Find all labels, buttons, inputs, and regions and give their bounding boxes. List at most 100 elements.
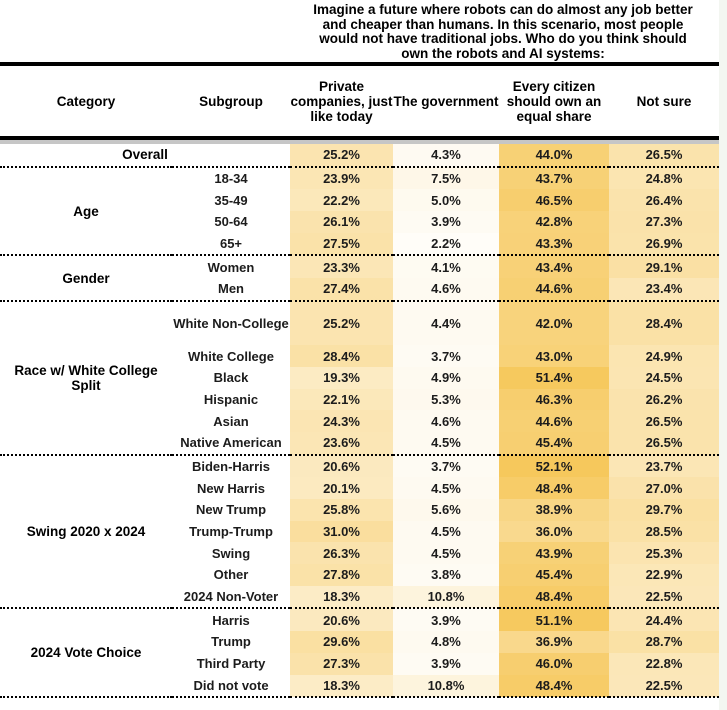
table-row: 2024 Non-Voter 18.3% 10.8% 48.4% 22.5% xyxy=(0,585,719,610)
value-cell: 26.4% xyxy=(609,189,719,212)
value-cell: 26.1% xyxy=(290,211,393,233)
table-row: Race w/ White College Split White Non-Col… xyxy=(0,300,719,456)
value-cell: 51.4% xyxy=(499,366,609,389)
value-cell: 3.9% xyxy=(393,652,499,675)
value-cell: 27.3% xyxy=(290,652,393,675)
value-cell: 19.3% xyxy=(290,366,393,389)
value-cell: 23.9% xyxy=(290,166,393,190)
value-cell: 22.9% xyxy=(609,564,719,586)
value-cell: 28.5% xyxy=(609,520,719,543)
subgroup-cell: Swing xyxy=(211,545,251,561)
value-cell: 26.5% xyxy=(609,431,719,456)
subgroup-cell: 18-34 xyxy=(214,171,248,187)
subgroup-cell: Third Party xyxy=(196,656,266,672)
table-row: Men 27.4% 4.6% 44.6% 23.4% xyxy=(0,278,719,302)
value-cell: 23.7% xyxy=(609,454,719,478)
value-cell: 22.1% xyxy=(290,388,393,411)
value-cell: 45.4% xyxy=(499,564,609,586)
subgroup-cell: Trump xyxy=(211,634,251,650)
value-cell: 22.2% xyxy=(290,189,393,212)
column-header-category: Category xyxy=(0,66,172,140)
value-cell: 4.6% xyxy=(393,278,499,302)
value-cell: 22.5% xyxy=(609,585,719,610)
value-cell: 51.1% xyxy=(499,608,609,632)
value-cell: 43.3% xyxy=(499,232,609,257)
value-cell: 5.3% xyxy=(393,388,499,411)
value-cell: 36.0% xyxy=(499,520,609,543)
value-cell: 23.4% xyxy=(609,278,719,302)
value-cell: 52.1% xyxy=(499,454,609,478)
value-cell: 25.2% xyxy=(290,300,393,346)
value-cell: 3.7% xyxy=(393,454,499,478)
category-cell: Race w/ White College Split xyxy=(0,300,172,456)
subgroup-cell: 2024 Non-Voter xyxy=(172,585,290,610)
column-header-every-citizen: Every citizen should own an equal share xyxy=(499,66,609,140)
value-cell: 42.0% xyxy=(499,300,609,346)
table-row: Hispanic 22.1% 5.3% 46.3% 26.2% xyxy=(0,388,719,411)
value-cell: 44.6% xyxy=(499,278,609,302)
table-row: Native American 23.6% 4.5% 45.4% 26.5% xyxy=(0,431,719,456)
subgroup-cell: Men xyxy=(172,278,290,302)
value-cell: 4.5% xyxy=(393,520,499,543)
table-row: White College 28.4% 3.7% 43.0% 24.9% xyxy=(0,345,719,367)
value-cell: 46.3% xyxy=(499,388,609,411)
column-header-subgroup: Subgroup xyxy=(172,66,290,140)
category-cell: Gender xyxy=(0,255,172,302)
value-cell: 48.4% xyxy=(499,674,609,699)
value-cell: 4.5% xyxy=(393,431,499,456)
subgroup-cell: New Trump xyxy=(195,502,267,518)
column-header-private-companies: Private companies, just like today xyxy=(290,66,393,140)
value-cell: 46.5% xyxy=(499,189,609,212)
table-row: Age 18-34 23.9% 7.5% 43.7% 24.8% xyxy=(0,166,719,257)
header-row: Category Subgroup Private companies, jus… xyxy=(0,66,719,140)
value-cell: 44.0% xyxy=(499,144,609,168)
table-row: Swing 2020 x 2024 Biden-Harris 20.6% 3.7% 52… xyxy=(0,454,719,610)
value-cell: 25.3% xyxy=(609,542,719,565)
table-row: 2024 Vote Choice Harris 20.6% 3.9% 51.1% 24.4… xyxy=(0,608,719,699)
value-cell: 25.8% xyxy=(290,499,393,521)
header-gray-band xyxy=(0,138,719,144)
value-cell: 26.5% xyxy=(609,410,719,432)
value-cell: 4.6% xyxy=(393,410,499,432)
table-row: Swing 26.3% 4.5% 43.9% 25.3% xyxy=(0,542,719,565)
subgroup-cell: Trump-Trump xyxy=(189,524,273,540)
value-cell: 5.0% xyxy=(393,189,499,212)
value-cell: 48.4% xyxy=(499,585,609,610)
value-cell: 3.9% xyxy=(393,608,499,632)
subgroup-cell: White Non-College xyxy=(173,316,289,331)
table-row: Other 27.8% 3.8% 45.4% 22.9% xyxy=(0,564,719,586)
value-cell: 22.8% xyxy=(609,652,719,675)
value-cell: 27.3% xyxy=(609,211,719,233)
subgroup-cell: Asian xyxy=(213,413,249,429)
value-cell: 18.3% xyxy=(290,674,393,699)
value-cell: 5.6% xyxy=(393,499,499,521)
value-cell: 4.5% xyxy=(393,542,499,565)
value-cell: 24.5% xyxy=(609,366,719,389)
subgroup-cell: 65+ xyxy=(172,232,290,257)
table-row: Trump-Trump 31.0% 4.5% 36.0% 28.5% xyxy=(0,520,719,543)
right-margin-strip xyxy=(719,0,727,710)
title-line: and cheaper than humans. In this scenari… xyxy=(322,16,684,32)
value-cell: 29.7% xyxy=(609,499,719,521)
subgroup-cell: Women xyxy=(207,259,255,275)
value-cell: 4.5% xyxy=(393,477,499,500)
value-cell: 4.1% xyxy=(393,255,499,279)
value-cell: 24.4% xyxy=(609,608,719,632)
table-header: Category Subgroup Private companies, jus… xyxy=(0,66,719,144)
subgroup-cell: Did not vote xyxy=(172,674,290,699)
subgroup-cell: Biden-Harris xyxy=(191,458,271,474)
value-cell: 38.9% xyxy=(499,499,609,521)
value-cell: 23.3% xyxy=(290,255,393,279)
value-cell: 3.9% xyxy=(393,211,499,233)
table-body: Overall 25.2% 4.3% 44.0% 26.5% Age 18-34 23.9% 7… xyxy=(0,144,719,699)
value-cell: 36.9% xyxy=(499,631,609,653)
value-cell: 25.2% xyxy=(290,144,393,168)
value-cell: 43.4% xyxy=(499,255,609,279)
column-header-government: The government xyxy=(393,66,499,140)
table-row: 35-49 22.2% 5.0% 46.5% 26.4% xyxy=(0,189,719,212)
title-line: own the robots and AI systems: xyxy=(401,45,605,61)
table-row: New Harris 20.1% 4.5% 48.4% 27.0% xyxy=(0,477,719,500)
value-cell: 18.3% xyxy=(290,585,393,610)
crosstab-table: Category Subgroup Private companies, jus… xyxy=(0,66,719,699)
value-cell: 7.5% xyxy=(393,166,499,190)
